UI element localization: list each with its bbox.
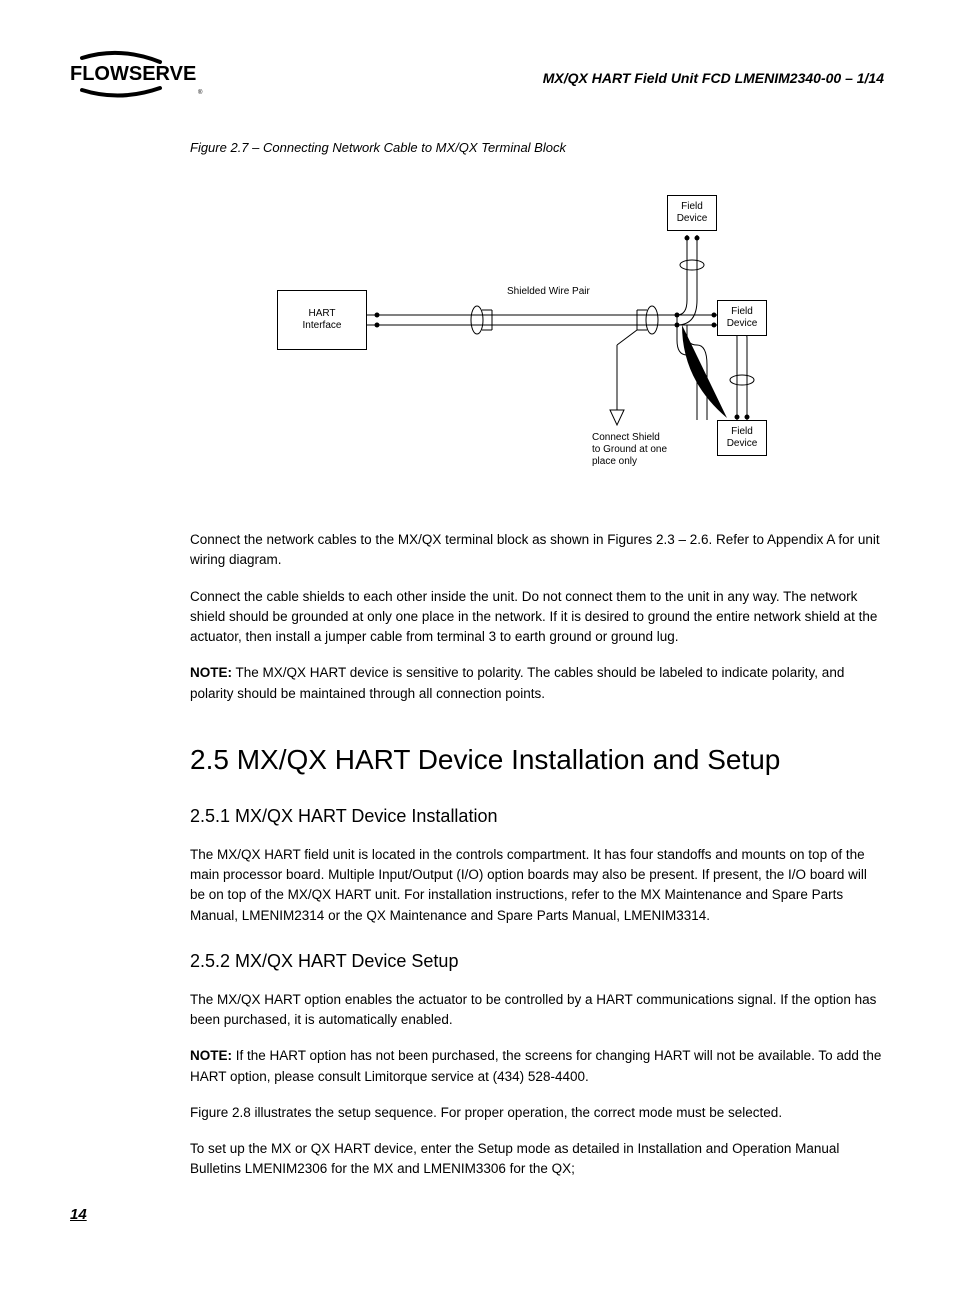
field-device-top: Field Device [667,195,717,231]
svg-text:FLOWSERVE: FLOWSERVE [70,63,196,85]
note-body: The MX/QX HART device is sensitive to po… [190,665,844,700]
field-device-bot: Field Device [717,420,767,456]
section-heading-2-5-2: 2.5.2 MX/QX HART Device Setup [190,951,884,972]
hart-label-2: Interface [278,320,366,332]
svg-text:®: ® [198,89,203,96]
page-content: Figure 2.7 – Connecting Network Cable to… [190,140,884,1196]
wiring-diagram: HART Interface Field Device Field Device… [257,180,817,500]
figure-caption: Figure 2.7 – Connecting Network Cable to… [190,140,884,155]
flowserve-logo: FLOWSERVE ® [70,50,220,105]
paragraph-6: NOTE: If the HART option has not been pu… [190,1046,884,1087]
paragraph-7: Figure 2.8 illustrates the setup sequenc… [190,1103,884,1123]
hart-label-1: HART [278,308,366,320]
ground-note: Connect Shield to Ground at one place on… [592,432,682,468]
note-label: NOTE: [190,665,232,680]
doc-header-title: MX/QX HART Field Unit FCD LMENIM2340-00 … [543,70,884,86]
paragraph-5: The MX/QX HART option enables the actuat… [190,990,884,1031]
section-heading-2-5-1: 2.5.1 MX/QX HART Device Installation [190,806,884,827]
paragraph-3: NOTE: The MX/QX HART device is sensitive… [190,663,884,704]
field-device-mid: Field Device [717,300,767,336]
page-number: 14 [70,1206,87,1223]
note-body-2: If the HART option has not been purchase… [190,1048,881,1083]
paragraph-1: Connect the network cables to the MX/QX … [190,530,884,571]
paragraph-2: Connect the cable shields to each other … [190,587,884,648]
section-heading-2-5: 2.5 MX/QX HART Device Installation and S… [190,744,884,776]
hart-interface-box: HART Interface [277,290,367,350]
paragraph-4: The MX/QX HART field unit is located in … [190,845,884,926]
paragraph-8: To set up the MX or QX HART device, ente… [190,1139,884,1180]
shielded-wire-label: Shielded Wire Pair [507,286,590,298]
note-label-2: NOTE: [190,1048,232,1063]
